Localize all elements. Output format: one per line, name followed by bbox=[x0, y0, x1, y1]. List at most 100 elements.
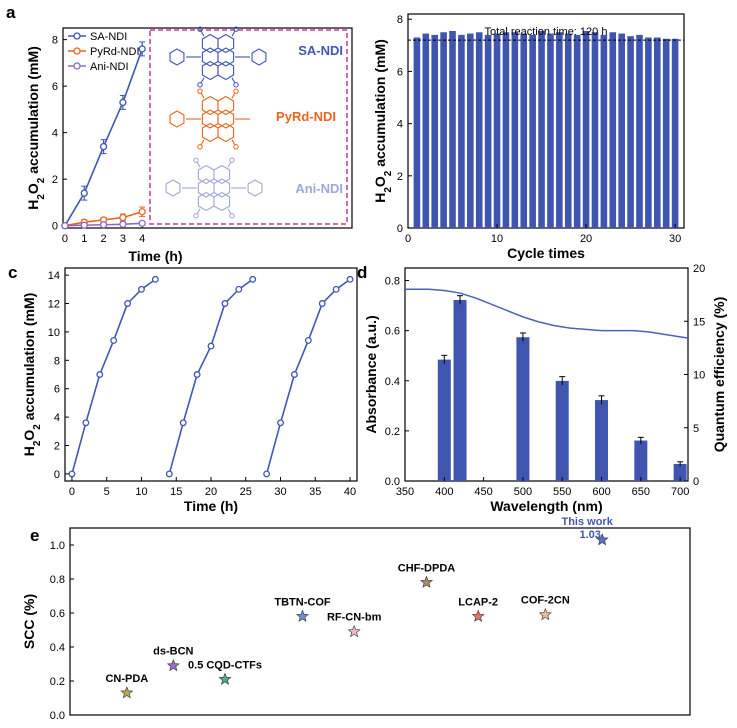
x-tick-label: 15 bbox=[170, 486, 182, 498]
y-axis-label-part: O bbox=[372, 176, 388, 187]
y-axis-label-part: 2 bbox=[36, 194, 47, 200]
molecule-ring bbox=[217, 47, 235, 67]
x-tick-label: 0 bbox=[405, 233, 411, 245]
point-label: COF-2CN bbox=[521, 595, 570, 607]
x-tick-label: 0 bbox=[69, 486, 75, 498]
bar bbox=[547, 33, 554, 229]
bar bbox=[511, 32, 519, 228]
bar bbox=[502, 32, 510, 228]
point-label: This work bbox=[561, 516, 613, 528]
molecule-ring bbox=[197, 191, 215, 212]
molecule-label-pyrd-ndi: PyRd-NDI bbox=[276, 109, 336, 124]
data-point bbox=[80, 189, 88, 197]
y-tick-label: 0.4 bbox=[50, 642, 65, 654]
data-point bbox=[221, 300, 229, 307]
point-label: ds-BCN bbox=[153, 646, 193, 658]
scatter-star bbox=[595, 533, 609, 546]
y-tick-label: 8 bbox=[54, 355, 60, 367]
molecule-ring bbox=[217, 122, 235, 143]
bar bbox=[529, 34, 536, 228]
bar bbox=[564, 33, 572, 229]
y-axis-label-part: O bbox=[21, 430, 37, 441]
data-point bbox=[263, 470, 271, 478]
scatter-star bbox=[296, 609, 309, 622]
legend-label: SA-NDI bbox=[90, 31, 127, 43]
bar bbox=[484, 34, 492, 228]
molecule-pyrd-ndi bbox=[169, 88, 250, 150]
bar bbox=[662, 38, 670, 229]
x-axis-label: Time (h) bbox=[128, 248, 182, 264]
legend-label: Ani-NDI bbox=[90, 61, 129, 73]
y2-tick-label: 0 bbox=[693, 476, 699, 488]
y-axis-label-part: accumulation (mM) bbox=[372, 39, 388, 170]
oxygen-atom bbox=[233, 144, 239, 150]
y2-tick-label: 15 bbox=[693, 316, 705, 328]
bar bbox=[600, 34, 608, 228]
point-label: CHF-DPDA bbox=[398, 562, 455, 574]
y-tick-label: 0 bbox=[54, 469, 60, 481]
y-tick-label: 0.0 bbox=[385, 476, 400, 488]
absorbance-curve bbox=[405, 288, 689, 339]
y-tick-label: 12 bbox=[48, 299, 60, 311]
bar bbox=[440, 32, 447, 228]
y-axis-label-part: 2 bbox=[32, 424, 43, 430]
carbonyl-bond bbox=[231, 30, 236, 37]
y-tick-label: 0.8 bbox=[50, 574, 65, 586]
y2-tick-label: 20 bbox=[693, 263, 705, 275]
x-tick-label: 5 bbox=[104, 486, 110, 498]
x-tick-label: 450 bbox=[474, 486, 492, 498]
x-axis-label: Wavelength (nm) bbox=[490, 498, 602, 514]
side-ring-left bbox=[165, 179, 181, 197]
data-point bbox=[61, 222, 69, 230]
molecule-ring bbox=[217, 109, 235, 129]
qe-bar bbox=[634, 440, 648, 481]
x-tick-label: 20 bbox=[580, 233, 592, 245]
scatter-star bbox=[420, 575, 433, 588]
molecule-ring bbox=[201, 95, 219, 116]
molecule-ring bbox=[197, 164, 215, 185]
data-point bbox=[119, 213, 127, 222]
plot-frame bbox=[407, 13, 685, 229]
bar bbox=[413, 37, 421, 228]
legend-marker bbox=[73, 62, 81, 70]
bar bbox=[493, 33, 501, 229]
y-axis-label: SCC (%) bbox=[21, 594, 37, 649]
y-axis-label-part: H bbox=[21, 446, 37, 456]
data-point bbox=[138, 208, 146, 216]
legend-marker bbox=[73, 32, 81, 40]
y-tick-label: 2 bbox=[397, 171, 403, 183]
plot-frame bbox=[69, 527, 691, 716]
data-point bbox=[68, 470, 76, 478]
bar bbox=[449, 30, 456, 229]
data-point bbox=[119, 220, 127, 228]
point-label: CN-PDA bbox=[105, 673, 148, 685]
bar bbox=[556, 32, 563, 228]
data-point bbox=[179, 419, 187, 427]
y2-tick-label: 10 bbox=[693, 370, 705, 382]
plot-frame bbox=[64, 267, 358, 482]
data-point bbox=[80, 221, 88, 229]
y-axis-label-part: H bbox=[372, 193, 388, 203]
x-tick-label: 0 bbox=[62, 233, 68, 245]
oxygen-atom bbox=[193, 157, 199, 163]
x-tick-label: 35 bbox=[309, 486, 321, 498]
x-tick-label: 30 bbox=[274, 486, 286, 498]
y-tick-label: 4 bbox=[52, 128, 58, 140]
qe-bar bbox=[437, 359, 451, 481]
y-tick-label: 2 bbox=[54, 441, 60, 453]
y-axis-label-part: H bbox=[25, 200, 41, 210]
molecule-ring bbox=[217, 60, 235, 81]
scatter-star bbox=[538, 607, 552, 621]
bar bbox=[573, 34, 581, 228]
molecule-sa-ndi bbox=[169, 26, 267, 88]
bar bbox=[520, 33, 528, 229]
molecule-ani-ndi bbox=[165, 157, 263, 219]
panel-letter-c: c bbox=[8, 263, 17, 282]
x-tick-label: 700 bbox=[671, 486, 689, 498]
oxygen-atom bbox=[229, 157, 235, 163]
panel-letter-d: d bbox=[357, 263, 367, 282]
carbonyl-bond bbox=[227, 161, 232, 168]
oxygen-atom bbox=[197, 82, 203, 88]
molecule-ring bbox=[201, 109, 219, 129]
side-ring-right bbox=[251, 48, 267, 66]
